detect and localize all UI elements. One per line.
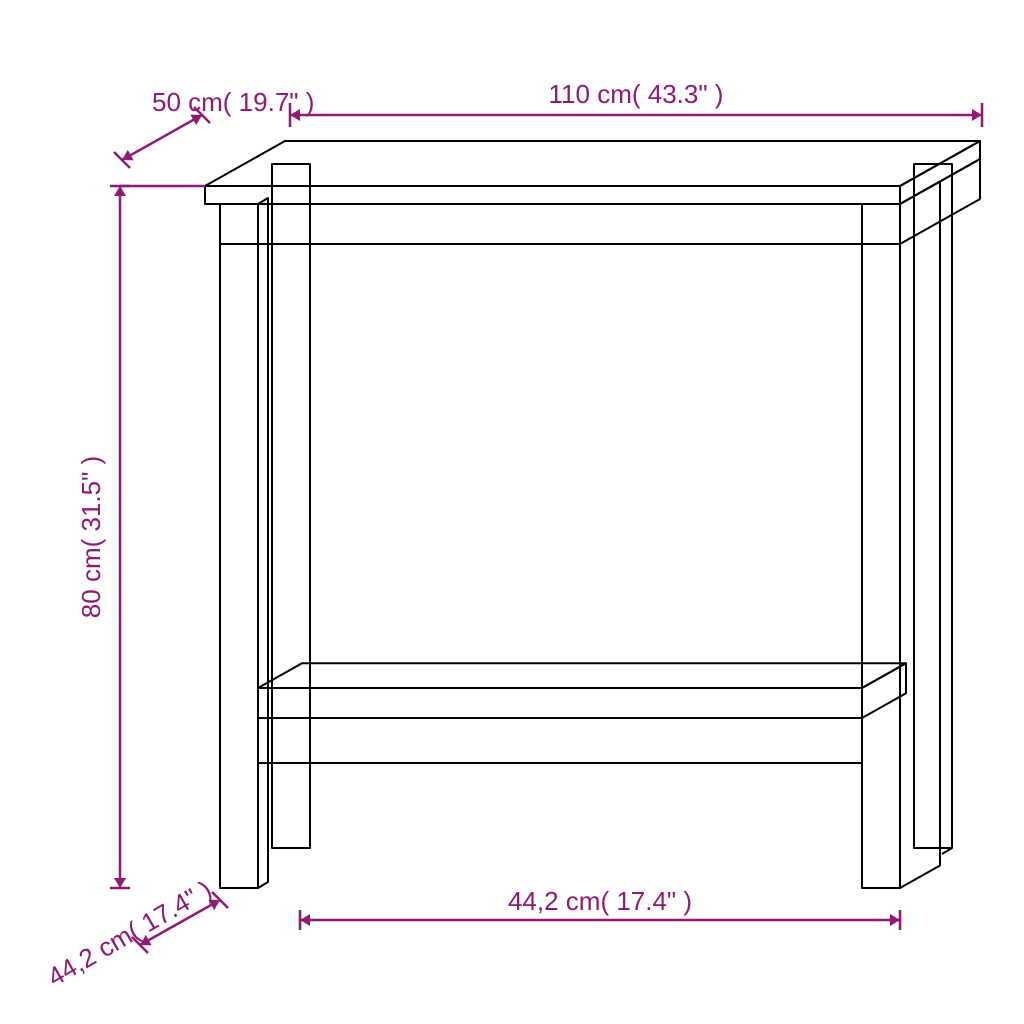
dimension-annotations: 110 cm( 43.3" ) 50 cm( 19.7" ) 80 cm( 31.5…	[42, 79, 982, 992]
dim-label-height-left: 80 cm( 31.5" )	[76, 456, 106, 618]
dim-label-depth-top: 50 cm( 19.7" )	[152, 87, 314, 117]
dim-label-width-bottom: 44,2 cm( 17.4" )	[508, 886, 692, 916]
dim-label-width-top: 110 cm( 43.3" )	[549, 79, 724, 109]
furniture-drawing	[205, 141, 980, 888]
dim-label-depth-bottom: 44,2 cm( 17.4" )	[42, 874, 216, 992]
